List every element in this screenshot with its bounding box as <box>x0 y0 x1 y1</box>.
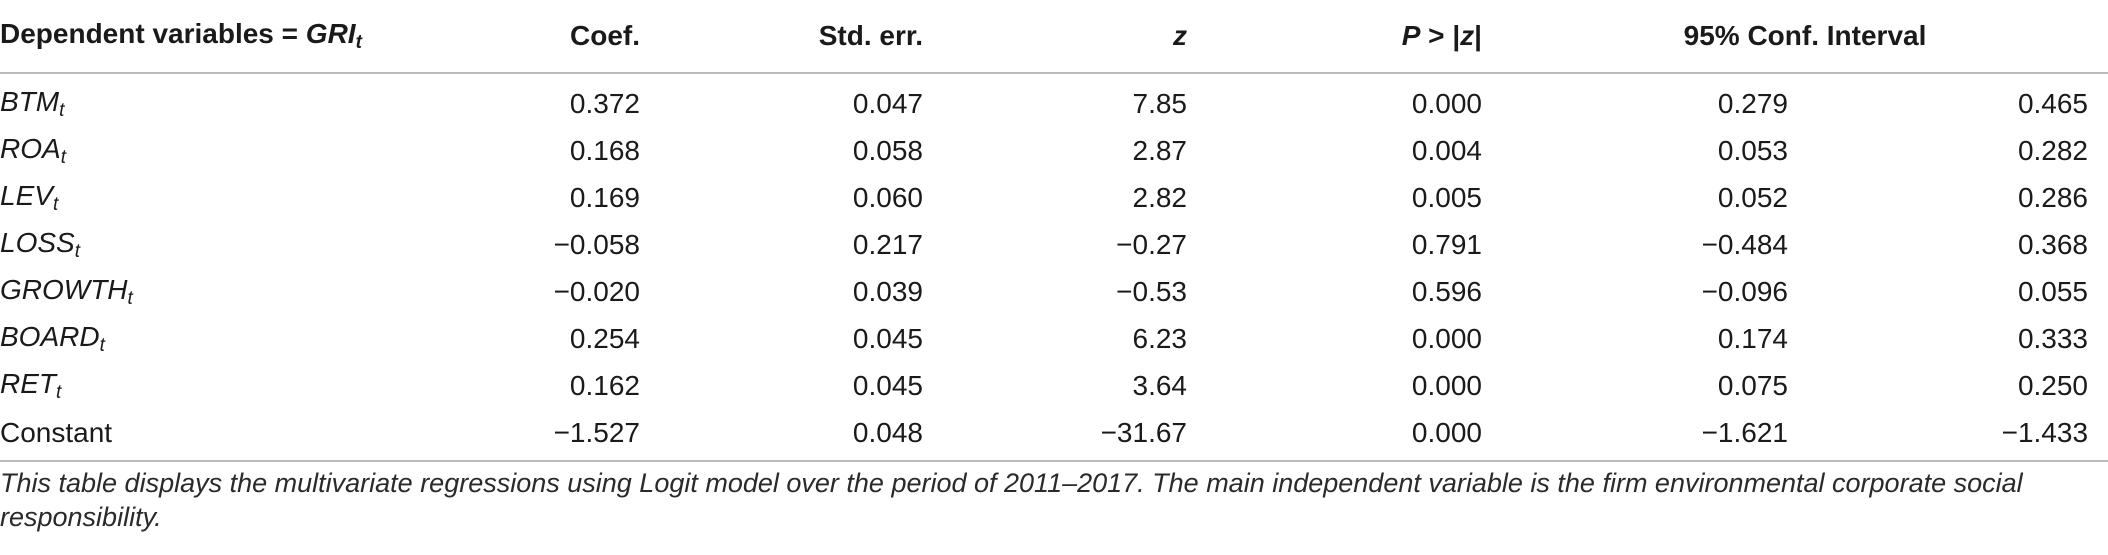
table-row: GROWTHt −0.020 0.039 −0.53 0.596 −0.096 0.055 <box>0 268 2108 315</box>
ci-high-cell: 0.250 <box>2017 369 2089 401</box>
ci-low-cell: −0.484 <box>1701 228 1788 260</box>
variable-name: ROAt <box>0 132 66 168</box>
header-confidence-interval: 95% Conf. Interval <box>1502 0 2108 74</box>
std-err-cell: 0.045 <box>852 322 923 354</box>
p-value-cell: 0.000 <box>1411 87 1482 119</box>
coef-cell: 0.169 <box>569 181 640 213</box>
table-row: Constant −1.527 0.048 −31.67 0.000 −1.621 −1.4… <box>0 409 2108 462</box>
header-dependent-variable: Dependent variables = GRIt <box>0 0 380 74</box>
variable-name: BTMt <box>0 85 65 121</box>
z-cell: 7.85 <box>1132 87 1188 119</box>
z-cell: 3.64 <box>1132 369 1188 401</box>
p-value-cell: 0.000 <box>1411 322 1482 354</box>
std-err-cell: 0.045 <box>852 369 923 401</box>
variable-name: GROWTHt <box>0 273 133 309</box>
table-row: BOARDt 0.254 0.045 6.23 0.000 0.174 0.333 <box>0 315 2108 362</box>
ci-low-cell: −0.096 <box>1701 275 1788 307</box>
ci-low-cell: 0.053 <box>1717 134 1788 166</box>
std-err-cell: 0.058 <box>852 134 923 166</box>
ci-low-cell: −1.621 <box>1502 409 1808 462</box>
z-cell: −0.27 <box>1116 228 1187 260</box>
coef-cell: −1.527 <box>380 409 660 462</box>
table-footnote: This table displays the multivariate reg… <box>0 468 2023 532</box>
coef-cell: 0.162 <box>569 369 640 401</box>
z-cell: −0.53 <box>1116 275 1187 307</box>
variable-name: Constant <box>0 409 380 462</box>
ci-low-cell: 0.174 <box>1717 322 1788 354</box>
ci-low-cell: 0.279 <box>1717 87 1788 119</box>
variable-name: RETt <box>0 367 62 403</box>
coef-cell: −0.020 <box>553 275 640 307</box>
variable-name: LOSSt <box>0 226 80 262</box>
z-cell: −31.67 <box>943 409 1207 462</box>
ci-high-cell: 0.055 <box>2017 275 2089 307</box>
table-row: ROAt 0.168 0.058 2.87 0.004 0.053 0.282 <box>0 127 2108 174</box>
p-value-cell: 0.000 <box>1411 369 1482 401</box>
table-row: RETt 0.162 0.045 3.64 0.000 0.075 0.250 <box>0 362 2108 409</box>
std-err-cell: 0.039 <box>852 275 923 307</box>
ci-high-cell: 0.286 <box>2017 181 2089 213</box>
table-row: BTMt 0.372 0.047 7.85 0.000 0.279 0.465 <box>0 73 2108 127</box>
coef-cell: 0.168 <box>569 134 640 166</box>
std-err-cell: 0.047 <box>852 87 923 119</box>
ci-high-cell: 0.333 <box>2017 322 2089 354</box>
std-err-cell: 0.048 <box>660 409 943 462</box>
header-coef: Coef. <box>380 0 660 74</box>
ci-low-cell: 0.052 <box>1717 181 1788 213</box>
p-value-cell: 0.000 <box>1207 409 1502 462</box>
p-value-cell: 0.596 <box>1411 275 1482 307</box>
table-row: LEVt 0.169 0.060 2.82 0.005 0.052 0.286 <box>0 174 2108 221</box>
header-p-value: P > |z| <box>1207 0 1502 74</box>
p-value-cell: 0.005 <box>1411 181 1482 213</box>
variable-name: LEVt <box>0 179 59 215</box>
z-cell: 2.87 <box>1132 134 1188 166</box>
variable-name: BOARDt <box>0 320 105 356</box>
ci-high-cell: 0.465 <box>2017 87 2089 119</box>
std-err-cell: 0.060 <box>852 181 923 213</box>
ci-high-cell: 0.282 <box>2017 134 2089 166</box>
p-value-cell: 0.004 <box>1411 134 1482 166</box>
ci-low-cell: 0.075 <box>1717 369 1788 401</box>
coef-cell: 0.372 <box>569 87 640 119</box>
p-value-cell: 0.791 <box>1411 228 1482 260</box>
ci-high-cell: 0.368 <box>2017 228 2089 260</box>
std-err-cell: 0.217 <box>852 228 923 260</box>
header-std-err: Std. err. <box>660 0 943 74</box>
regression-table: Dependent variables = GRIt Coef. Std. er… <box>0 0 2108 462</box>
header-z: z <box>943 0 1207 74</box>
z-cell: 6.23 <box>1132 322 1188 354</box>
coef-cell: 0.254 <box>569 322 640 354</box>
table-row: LOSSt −0.058 0.217 −0.27 0.791 −0.484 0.368 <box>0 221 2108 268</box>
z-cell: 2.82 <box>1132 181 1188 213</box>
ci-high-cell: −1.433 <box>1808 409 2108 462</box>
coef-cell: −0.058 <box>553 228 640 260</box>
header-row: Dependent variables = GRIt Coef. Std. er… <box>0 0 2108 74</box>
